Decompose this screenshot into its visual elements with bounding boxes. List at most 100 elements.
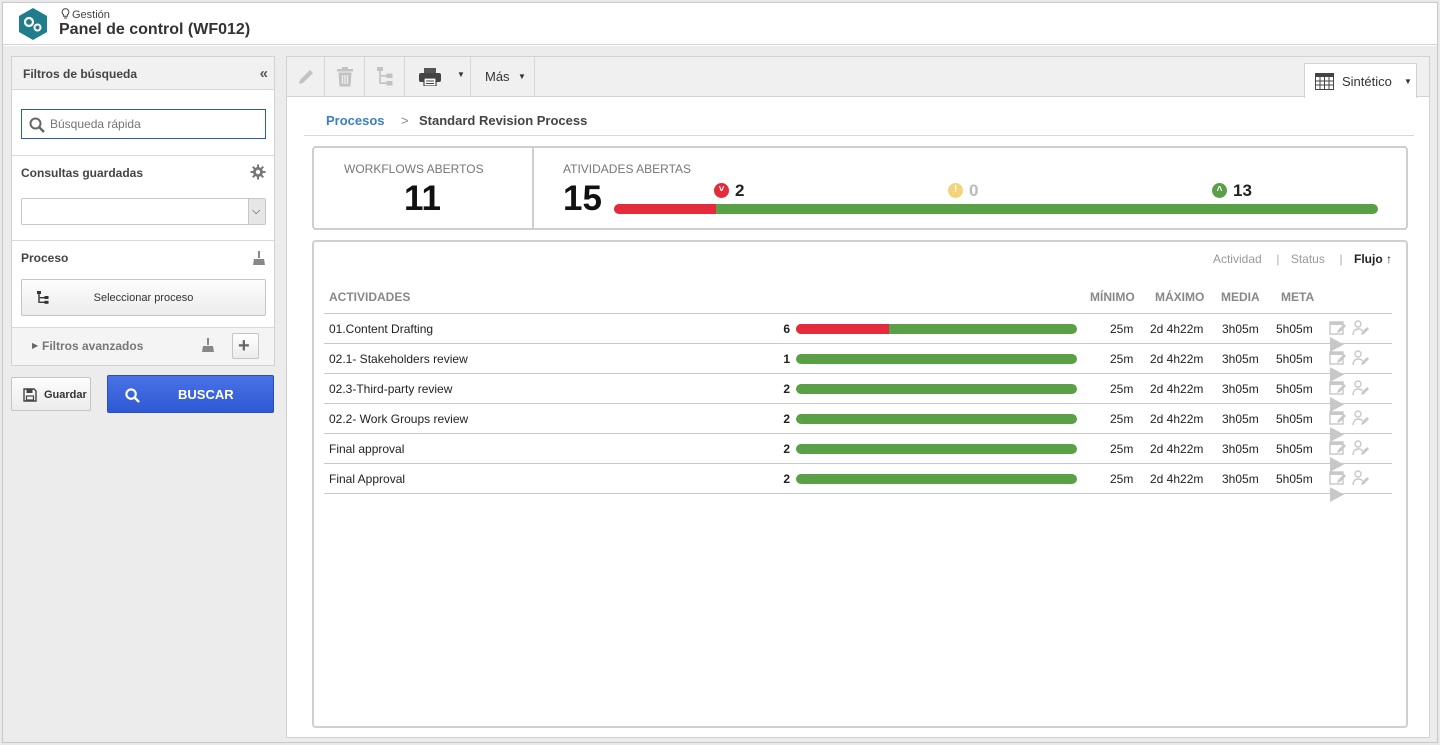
more-caret-icon: ▼ [518,72,526,81]
table-row[interactable]: Final Approval 2 25m 2d 4h22m 3h05m 5h05… [324,464,1392,502]
on-time-chevron-icon: ˄ [1212,183,1227,198]
print-dropdown-caret-icon[interactable]: ▼ [457,70,465,79]
save-button[interactable]: Guardar [11,377,91,411]
col-goal[interactable]: META [1281,290,1315,304]
activity-min: 25m [1110,412,1134,426]
col-activities[interactable]: ACTIVIDADES [329,290,411,304]
advanced-filters-row[interactable]: ▶ Filtros avanzados + [12,328,274,365]
search-filters-panel: Filtros de búsqueda « Consultas guardada… [11,56,275,366]
summary-card: WORKFLOWS ABERTOS 11 ATIVIDADES ABERTAS … [312,146,1408,230]
select-process-label: Seleccionar proceso [93,292,194,304]
save-label: Guardar [44,389,87,401]
table-row[interactable]: 02.1- Stakeholders review 1 25m 2d 4h22m… [324,344,1392,382]
user-edit-icon[interactable] [1352,379,1370,396]
quick-search-input[interactable] [50,115,260,133]
open-activities-label: ATIVIDADES ABERTAS [563,162,692,176]
activities-table-card: Actividad | Status | Flujo ↑ ACTIVIDADES… [312,240,1408,728]
pencil-icon [299,70,313,84]
main-panel: ▼ Más ▼ Sintético ▼ Procesos > Standard … [286,56,1430,738]
calendar-edit-icon[interactable] [1329,469,1346,486]
delete-button[interactable] [325,57,365,96]
clear-advanced-filters-icon[interactable] [202,338,214,353]
process-section: Proceso Seleccionar proceso [12,241,274,328]
clear-filter-icon[interactable] [253,251,265,266]
activity-goal: 5h05m [1276,442,1313,456]
user-edit-icon[interactable] [1352,439,1370,456]
search-button[interactable]: BUSCAR [107,375,274,413]
process-label: Proceso [21,251,69,265]
add-filter-button[interactable]: + [232,333,259,359]
breadcrumb: Procesos > Standard Revision Process [304,110,1414,136]
gear-icon[interactable] [250,164,266,180]
view-mode-caret-icon: ▼ [1404,77,1412,86]
activity-max: 2d 4h22m [1150,442,1204,456]
calendar-edit-icon[interactable] [1329,439,1346,456]
sort-by-flow[interactable]: Flujo ↑ [1354,252,1392,266]
table-row[interactable]: 02.3-Third-party review 2 25m 2d 4h22m 3… [324,374,1392,412]
activity-min: 25m [1110,382,1134,396]
advanced-filters-label[interactable]: Filtros avanzados [42,339,144,353]
play-icon[interactable] [1329,366,1345,383]
breadcrumb-current: Standard Revision Process [419,113,588,128]
activity-min: 25m [1110,352,1134,366]
page-title: Panel de control (WF012) [59,21,251,38]
on-time-count: 13 [1233,181,1252,200]
activity-goal: 5h05m [1276,412,1313,426]
calendar-edit-icon[interactable] [1329,409,1346,426]
activity-name: Final Approval [329,472,406,486]
calendar-edit-icon[interactable] [1329,349,1346,366]
col-max[interactable]: MÁXIMO [1155,290,1205,304]
activity-min: 25m [1110,322,1134,336]
sort-by-flow-label: Flujo [1353,252,1383,266]
collapse-panel-icon[interactable]: « [259,65,269,82]
view-mode-label: Sintético [1342,74,1392,89]
table-grid-icon [1315,73,1334,90]
search-button-label: BUSCAR [178,387,234,402]
sort-by-activity[interactable]: Actividad [1212,252,1262,266]
breadcrumb-separator: > [401,113,409,128]
table-row[interactable]: 02.2- Work Groups review 2 25m 2d 4h22m … [324,404,1392,442]
sort-up-arrow-icon: ↑ [1386,252,1392,266]
breadcrumb-processes-link[interactable]: Procesos [326,113,385,128]
activity-count: 2 [783,442,790,456]
saved-query-select[interactable]: ⌵ [21,198,266,225]
more-menu-button[interactable]: Más ▼ [471,57,535,96]
user-edit-icon[interactable] [1352,319,1370,336]
search-icon [29,117,45,133]
select-process-button[interactable]: Seleccionar proceso [21,279,266,316]
quick-search-box[interactable] [21,109,266,139]
floppy-disk-icon [23,388,37,402]
expand-triangle-icon[interactable]: ▶ [32,341,39,350]
play-icon[interactable] [1329,426,1345,443]
edit-button[interactable] [287,57,325,96]
view-mode-tab[interactable]: Sintético ▼ [1304,63,1417,98]
play-icon[interactable] [1329,336,1345,353]
col-min[interactable]: MÍNIMO [1090,290,1135,304]
workflow-diagram-button[interactable] [365,57,405,96]
user-edit-icon[interactable] [1352,469,1370,486]
print-button[interactable]: ▼ [405,57,471,96]
activity-name: Final approval [329,442,405,456]
activity-avg: 3h05m [1222,322,1259,336]
table-row[interactable]: Final approval 2 25m 2d 4h22m 3h05m 5h05… [324,434,1392,472]
activity-max: 2d 4h22m [1150,352,1204,366]
play-icon[interactable] [1329,396,1345,413]
play-icon[interactable] [1329,456,1345,473]
activity-goal: 5h05m [1276,352,1313,366]
chevron-down-icon[interactable]: ⌵ [248,199,265,224]
col-avg[interactable]: MEDIA [1221,290,1260,304]
play-icon[interactable] [1329,486,1345,503]
calendar-edit-icon[interactable] [1329,319,1346,336]
saved-queries-section: Consultas guardadas ⌵ [12,156,274,241]
sort-by-status[interactable]: Status [1290,252,1325,266]
open-activities-value: 15 [563,179,602,218]
table-row[interactable]: 01.Content Drafting 6 25m 2d 4h22m 3h05m… [324,314,1392,352]
user-edit-icon[interactable] [1352,409,1370,426]
search-icon [125,388,140,403]
row-actions [1329,439,1392,473]
summary-divider [532,148,534,228]
activity-count: 6 [783,322,790,336]
user-edit-icon[interactable] [1352,349,1370,366]
calendar-edit-icon[interactable] [1329,379,1346,396]
activity-status-bar [796,474,1077,484]
